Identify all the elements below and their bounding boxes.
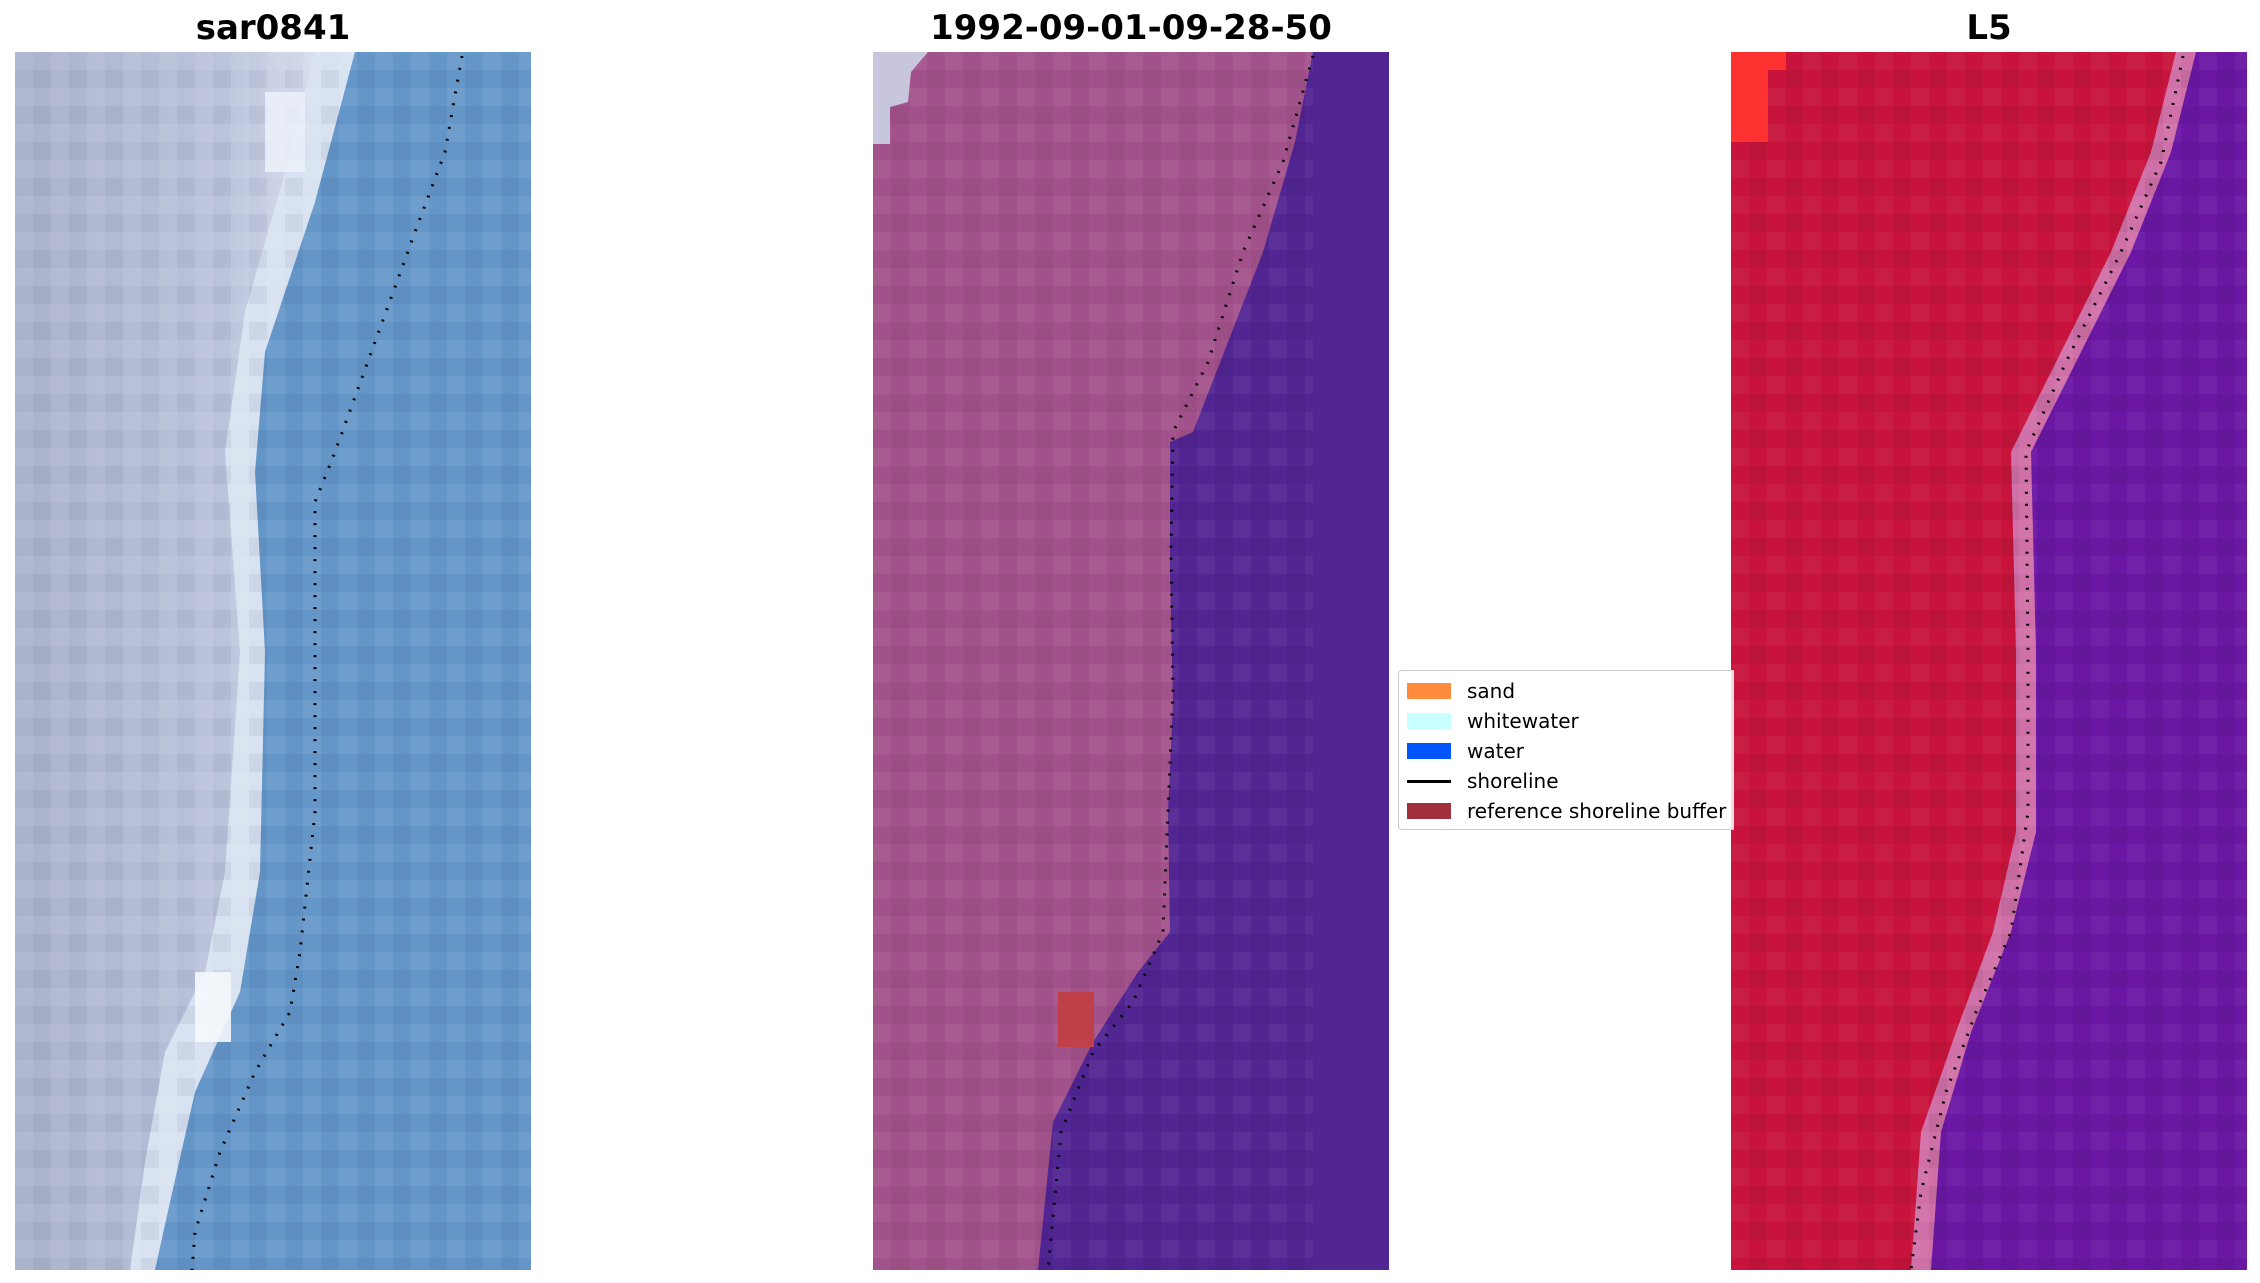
- pixel-texture: [873, 52, 1313, 1270]
- legend-label: water: [1467, 739, 1524, 763]
- panel-title-index: L5: [1966, 8, 2012, 48]
- pixel-texture: [1731, 52, 2247, 1270]
- bright-spot: [195, 972, 231, 1042]
- legend-item-sand: sand: [1407, 676, 1515, 706]
- legend-label: shoreline: [1467, 769, 1559, 793]
- index-image: [1731, 52, 2247, 1270]
- reference-buffer-patch: [1058, 992, 1094, 1047]
- top-left-bright-patch: [1731, 52, 1786, 142]
- legend-item-whitewater: whitewater: [1407, 706, 1579, 736]
- reference-buffer-swatch: [1407, 803, 1451, 819]
- index-panel: [1731, 52, 2247, 1270]
- panel-title-classification: 1992-09-01-09-28-50: [930, 8, 1332, 48]
- legend-label: sand: [1467, 679, 1516, 703]
- legend-label: reference shoreline buffer: [1467, 799, 1727, 823]
- pixel-texture: [15, 52, 531, 1270]
- legend-item-reference-buffer: reference shoreline buffer: [1407, 796, 1726, 826]
- water-swatch: [1407, 743, 1451, 759]
- classification-panel: [873, 52, 1389, 1270]
- rgb-image: [15, 52, 531, 1270]
- legend-item-shoreline: shoreline: [1407, 766, 1559, 796]
- shoreline-dotted: [1909, 55, 2185, 1270]
- legend: sand whitewater water shoreline referenc…: [1398, 670, 1734, 830]
- legend-item-water: water: [1407, 736, 1524, 766]
- bright-spot: [265, 92, 305, 172]
- rgb-image-panel: [15, 52, 531, 1270]
- sand-swatch: [1407, 683, 1451, 699]
- top-left-patch: [873, 52, 928, 144]
- shoreline-line-sample: [1407, 779, 1451, 783]
- whitewater-swatch: [1407, 713, 1451, 729]
- legend-label: whitewater: [1467, 709, 1579, 733]
- classification-image: [873, 52, 1389, 1270]
- panel-title-rgb: sar0841: [195, 8, 351, 48]
